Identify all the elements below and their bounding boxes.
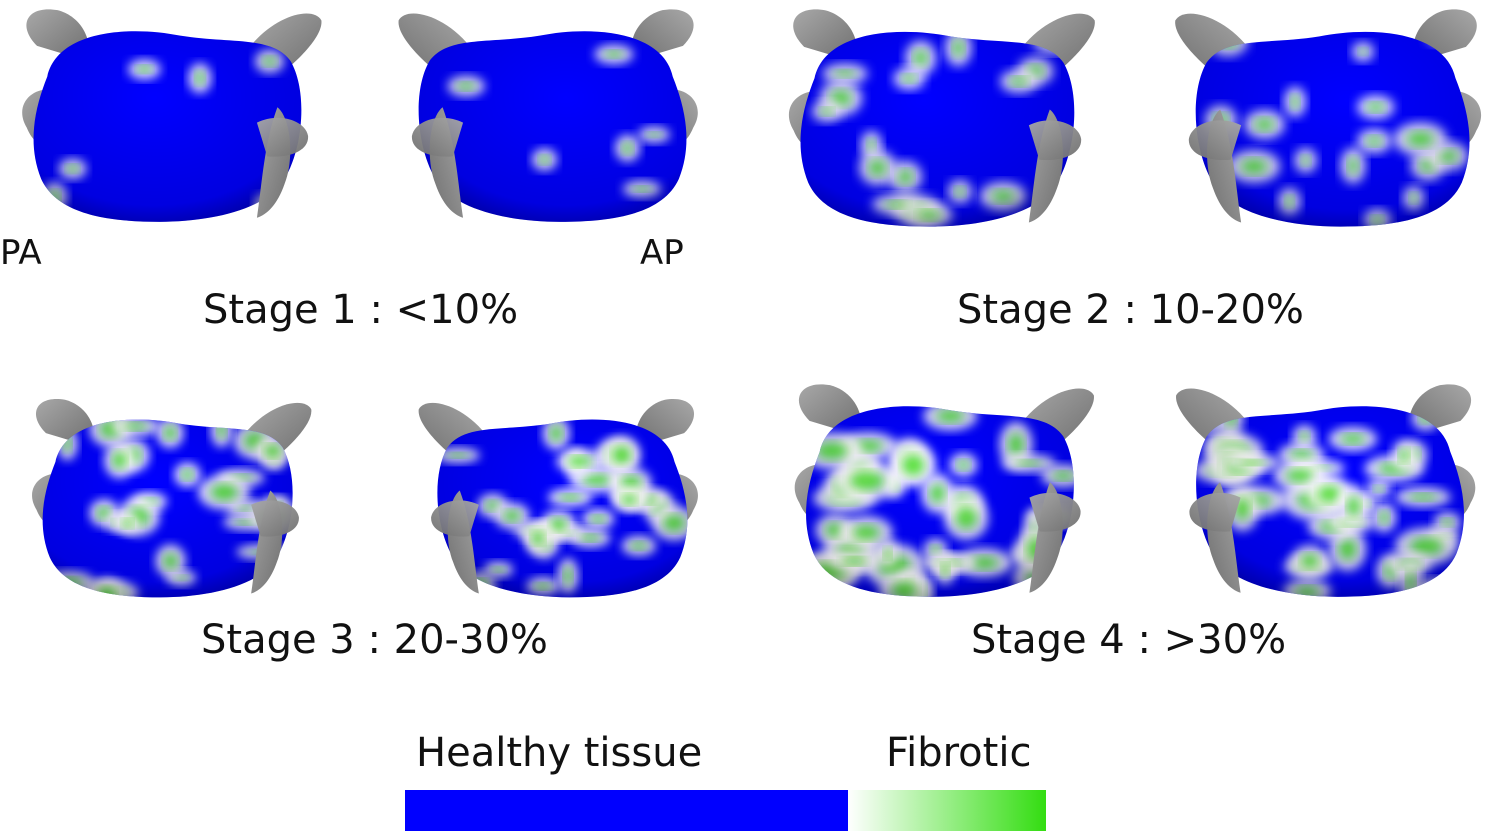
atrium-stage1-pa xyxy=(15,5,325,230)
atrium-stage1-ap xyxy=(395,5,705,230)
atrium-stage2-ap xyxy=(1165,5,1495,235)
atrium-stage2-pa xyxy=(775,5,1105,235)
pa-view-label: PA xyxy=(0,233,42,273)
legend-healthy-swatch xyxy=(405,790,848,831)
stage-3-label: Stage 3 : 20-30% xyxy=(201,617,548,663)
stage-2-label: Stage 2 : 10-20% xyxy=(957,287,1304,333)
atrium-stage3-pa xyxy=(25,395,315,605)
legend-fibrotic-label: Fibrotic xyxy=(886,730,1032,776)
atrium-model xyxy=(794,384,1094,597)
atrium-model xyxy=(1175,9,1482,227)
atrium-model xyxy=(788,9,1095,227)
atrium-stage4-pa xyxy=(770,380,1115,605)
atrium-model xyxy=(22,9,322,222)
atrium-stage4-ap xyxy=(1155,380,1500,605)
stage-4-label: Stage 4 : >30% xyxy=(971,617,1287,663)
atrium-stage3-ap xyxy=(415,395,705,605)
legend-fibrotic-gradient xyxy=(848,790,1046,831)
legend-healthy-label: Healthy tissue xyxy=(416,730,703,776)
atrium-model xyxy=(32,399,312,598)
atrium-model xyxy=(398,9,698,222)
atrium-model xyxy=(1176,384,1476,597)
atrium-model xyxy=(418,399,698,598)
ap-view-label: AP xyxy=(640,233,684,273)
stage-1-label: Stage 1 : <10% xyxy=(203,287,519,333)
